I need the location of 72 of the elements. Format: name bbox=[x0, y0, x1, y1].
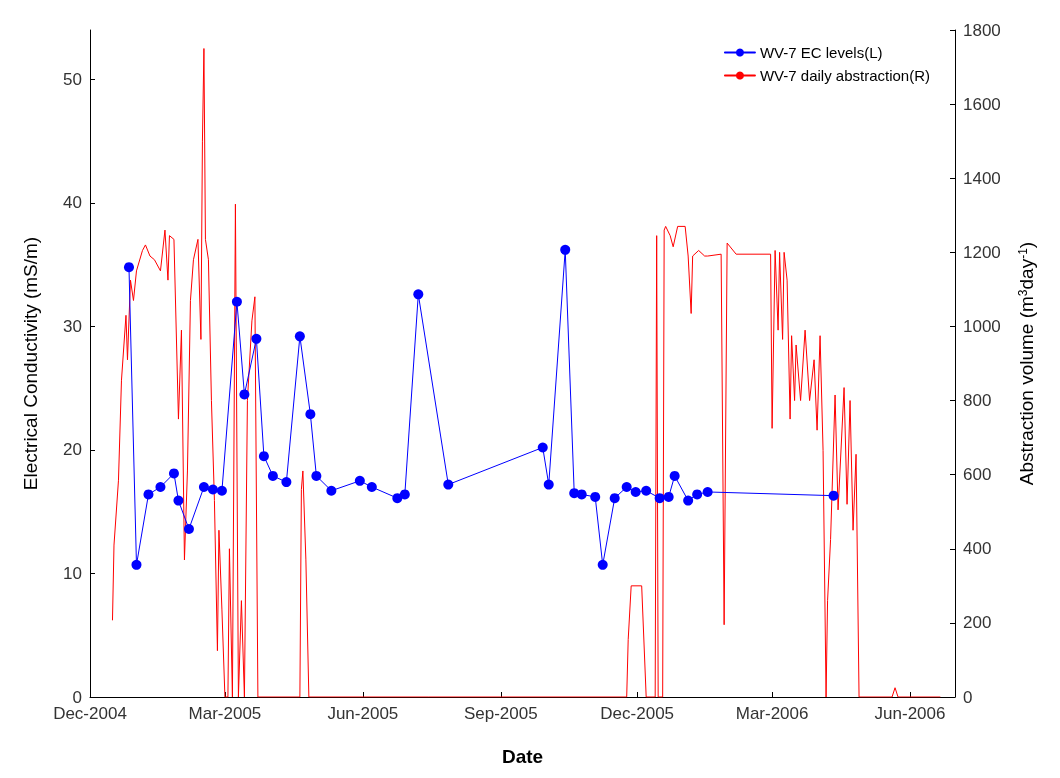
x-axis-title: Date bbox=[501, 746, 544, 767]
point bbox=[239, 389, 250, 400]
y2-tick-label: 600 bbox=[963, 465, 992, 485]
y2-axis-title: Abstraction volume (m3day-1) bbox=[1016, 241, 1037, 486]
point bbox=[354, 475, 365, 486]
point bbox=[173, 495, 184, 506]
point bbox=[663, 491, 674, 502]
point bbox=[828, 490, 839, 501]
x-tick-label: Dec-2004 bbox=[53, 704, 127, 723]
legend-label: WV-7 EC levels(L) bbox=[759, 44, 883, 61]
point bbox=[326, 485, 337, 496]
x-tick-label: Sep-2005 bbox=[463, 704, 538, 723]
point bbox=[590, 491, 601, 502]
y2-tick-label: 1000 bbox=[963, 316, 1001, 336]
x-tick-label: Dec-2005 bbox=[600, 704, 675, 723]
point bbox=[231, 296, 242, 307]
y2-tick-label: 0 bbox=[963, 687, 973, 707]
y2-tick-label: 200 bbox=[963, 613, 992, 633]
y-tick-label: 10 bbox=[63, 563, 82, 583]
y2-tick-label: 1400 bbox=[963, 168, 1001, 188]
point bbox=[216, 485, 227, 496]
point bbox=[630, 486, 641, 497]
point bbox=[155, 482, 166, 493]
point bbox=[281, 477, 292, 488]
point bbox=[251, 333, 262, 344]
point bbox=[560, 244, 571, 255]
point bbox=[609, 493, 620, 504]
point bbox=[576, 489, 587, 500]
point bbox=[543, 479, 554, 490]
point bbox=[294, 331, 305, 342]
point bbox=[143, 489, 154, 500]
y-tick-label: 40 bbox=[63, 193, 82, 213]
point bbox=[537, 442, 548, 453]
point bbox=[399, 489, 410, 500]
y-tick-label: 50 bbox=[63, 69, 82, 89]
point bbox=[131, 559, 142, 570]
point bbox=[692, 489, 703, 500]
point bbox=[207, 484, 218, 495]
point bbox=[392, 493, 403, 504]
point bbox=[311, 470, 322, 481]
point bbox=[597, 559, 608, 570]
point bbox=[183, 524, 194, 535]
point bbox=[413, 289, 424, 300]
point bbox=[621, 482, 632, 493]
point bbox=[443, 479, 454, 490]
point bbox=[641, 485, 652, 496]
point bbox=[198, 482, 209, 493]
point bbox=[168, 468, 179, 479]
y-tick-label: 0 bbox=[72, 687, 82, 707]
point bbox=[305, 409, 316, 420]
point bbox=[123, 262, 134, 273]
y-axis-title: Electrical Conductivity (mS/m) bbox=[20, 236, 41, 491]
legend-label: WV-7 daily abstraction(R) bbox=[759, 67, 931, 84]
point bbox=[267, 470, 278, 481]
point bbox=[258, 451, 269, 462]
point bbox=[654, 493, 665, 504]
y-tick-label: 30 bbox=[63, 316, 82, 336]
y2-tick-label: 400 bbox=[963, 539, 992, 559]
line-series bbox=[111, 48, 941, 698]
point bbox=[669, 470, 680, 481]
point bbox=[366, 482, 377, 493]
x-tick-label: Mar-2005 bbox=[188, 704, 262, 723]
y2-tick-label: 1200 bbox=[963, 242, 1001, 262]
y2-tick-label: 1800 bbox=[963, 20, 1001, 40]
x-tick-label: Jun-2006 bbox=[874, 704, 946, 723]
point bbox=[702, 486, 713, 497]
point bbox=[683, 495, 694, 506]
y2-tick-label: 1600 bbox=[963, 94, 1001, 114]
x-tick-label: Mar-2006 bbox=[735, 704, 809, 723]
y2-tick-label: 800 bbox=[963, 391, 992, 411]
y-tick-label: 20 bbox=[63, 440, 82, 460]
x-tick-label: Jun-2005 bbox=[327, 704, 399, 723]
